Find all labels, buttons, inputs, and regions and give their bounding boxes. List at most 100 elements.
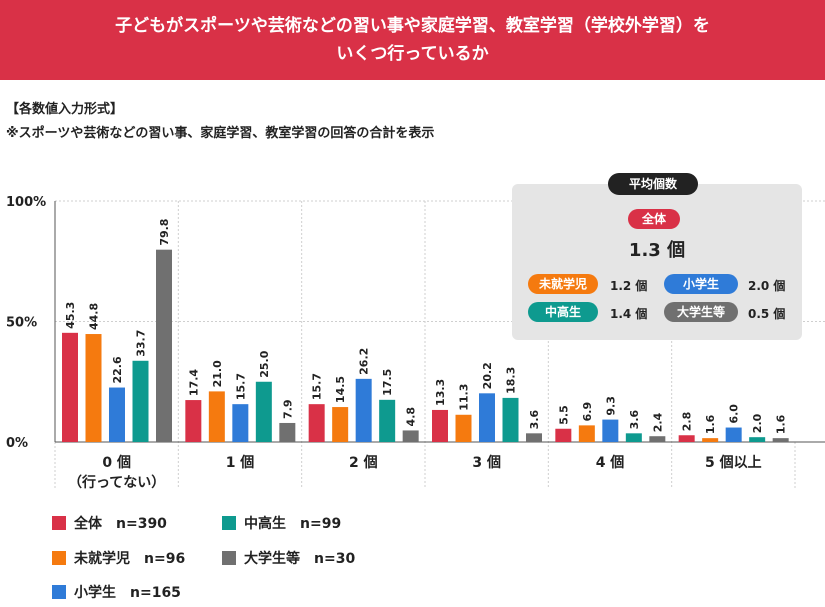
data-label: 13.3 xyxy=(434,379,447,406)
bar xyxy=(479,393,495,442)
legend-swatch xyxy=(52,516,66,530)
chart-title: 子どもがスポーツや芸術などの習い事や家庭学習、教室学習（学校外学習）を いくつ行… xyxy=(115,16,710,64)
x-tick-label: 5 個以上 xyxy=(705,454,762,471)
legend-label: 全体 n=390 xyxy=(74,516,167,532)
bar xyxy=(185,400,202,442)
data-label: 33.7 xyxy=(135,330,148,357)
x-tick-label: （行ってない） xyxy=(68,474,165,491)
bar xyxy=(132,360,149,442)
legend-item: 中高生 n=99 xyxy=(222,513,341,533)
data-label: 17.5 xyxy=(381,369,394,396)
bar xyxy=(208,391,225,442)
bar xyxy=(772,438,789,442)
data-label: 3.6 xyxy=(528,409,541,429)
legend-swatch xyxy=(52,551,66,565)
data-label: 2.8 xyxy=(681,412,694,432)
legend-item: 小学生 n=165 xyxy=(52,582,181,602)
data-label: 3.6 xyxy=(628,409,641,429)
bar xyxy=(502,397,519,442)
data-label: 2.4 xyxy=(651,412,664,432)
bar xyxy=(625,433,642,442)
data-label: 25.0 xyxy=(258,350,271,377)
legend-item: 全体 n=390 xyxy=(52,513,167,533)
data-label: 1.6 xyxy=(775,414,788,434)
average-label-junior-high: 中高生 xyxy=(528,302,598,322)
data-label: 14.5 xyxy=(334,376,347,403)
x-tick-label: 1 個 xyxy=(226,454,255,471)
average-label-elementary: 小学生 xyxy=(664,274,738,294)
bar xyxy=(702,438,719,442)
bar xyxy=(332,407,349,442)
title-banner: 子どもがスポーツや芸術などの習い事や家庭学習、教室学習（学校外学習）を いくつ行… xyxy=(0,0,825,80)
data-label: 17.4 xyxy=(187,369,200,396)
bar xyxy=(62,332,78,442)
bar xyxy=(355,378,372,442)
x-tick-label: 4 個 xyxy=(596,454,625,471)
average-value-university: 0.5 個 xyxy=(748,307,786,321)
legend-label: 中高生 n=99 xyxy=(244,516,342,532)
bar xyxy=(749,437,766,442)
legend-label: 大学生等 n=30 xyxy=(244,551,356,567)
average-overall-label: 全体 xyxy=(628,209,680,229)
data-label: 4.8 xyxy=(405,407,418,427)
bar xyxy=(232,404,249,442)
data-label: 15.7 xyxy=(234,373,247,400)
data-label: 5.5 xyxy=(557,405,570,425)
bar xyxy=(279,422,296,442)
data-label: 45.3 xyxy=(64,302,77,329)
average-label-preschool: 未就学児 xyxy=(528,274,598,294)
bar xyxy=(379,399,396,442)
data-label: 20.2 xyxy=(481,362,494,389)
bar xyxy=(526,433,542,442)
bar xyxy=(308,404,325,442)
data-label: 9.3 xyxy=(604,396,617,416)
y-tick-label: 50% xyxy=(6,316,37,331)
bar xyxy=(156,249,172,442)
x-tick-label: 3 個 xyxy=(472,454,501,471)
average-title: 平均個数 xyxy=(608,173,698,195)
data-label: 6.0 xyxy=(728,404,741,424)
bar xyxy=(402,430,419,442)
data-label: 6.9 xyxy=(581,402,594,422)
data-label: 79.8 xyxy=(158,219,171,246)
x-tick-label: 2 個 xyxy=(349,454,378,471)
bar xyxy=(455,414,472,442)
legend-swatch xyxy=(222,551,236,565)
x-tick-label: 0 個 xyxy=(102,454,131,471)
average-value-junior-high: 1.4 個 xyxy=(610,307,648,321)
bar xyxy=(649,436,666,442)
legend-label: 未就学児 n=96 xyxy=(74,551,186,567)
input-format-note: 【各数値入力形式】 xyxy=(6,102,124,117)
data-label: 26.2 xyxy=(358,348,371,375)
y-tick-label: 0% xyxy=(6,436,28,451)
data-label: 21.0 xyxy=(211,360,224,387)
average-label-university: 大学生等 xyxy=(664,302,738,322)
data-label: 15.7 xyxy=(311,373,324,400)
data-label: 11.3 xyxy=(458,384,471,411)
bar xyxy=(432,409,448,442)
legend-item: 大学生等 n=30 xyxy=(222,548,355,568)
sum-note: ※スポーツや芸術などの習い事、家庭学習、教室学習の回答の合計を表示 xyxy=(6,126,435,141)
bar xyxy=(725,427,742,442)
average-value-preschool: 1.2 個 xyxy=(610,279,648,293)
legend-swatch xyxy=(222,516,236,530)
average-value-elementary: 2.0 個 xyxy=(748,279,786,293)
bar xyxy=(255,381,272,442)
data-label: 22.6 xyxy=(111,356,124,383)
average-overall-value: 1.3 個 xyxy=(628,240,686,261)
data-label: 18.3 xyxy=(505,367,518,394)
legend-swatch xyxy=(52,585,66,599)
legend-label: 小学生 n=165 xyxy=(74,585,181,601)
data-label: 1.6 xyxy=(704,414,717,434)
bar xyxy=(109,387,125,442)
y-tick-label: 100% xyxy=(6,195,46,210)
data-label: 2.0 xyxy=(751,413,764,433)
bar xyxy=(678,435,695,442)
legend-item: 未就学児 n=96 xyxy=(52,548,185,568)
bar xyxy=(578,425,595,442)
data-label: 44.8 xyxy=(88,303,101,330)
bar xyxy=(85,334,102,442)
data-label: 7.9 xyxy=(281,399,294,419)
bar xyxy=(555,428,572,442)
